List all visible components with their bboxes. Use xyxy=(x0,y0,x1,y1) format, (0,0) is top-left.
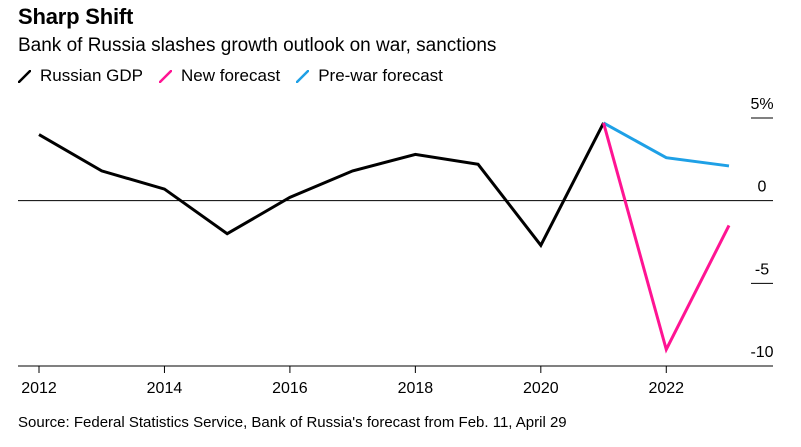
chart-subtitle: Bank of Russia slashes growth outlook on… xyxy=(18,35,497,56)
x-tick-label: 2018 xyxy=(398,380,434,397)
source-note: Source: Federal Statistics Service, Bank… xyxy=(18,414,567,431)
series-line-russian-gdp xyxy=(38,122,605,249)
series-line-new-forecast xyxy=(602,122,731,354)
legend-swatch-new-forecast xyxy=(158,69,172,83)
legend: Russian GDP New forecast Pre-war forecas… xyxy=(18,65,459,87)
legend-item-russian-gdp: Russian GDP xyxy=(18,66,143,86)
x-tick-label: 2012 xyxy=(21,380,57,397)
x-tick-label: 2014 xyxy=(147,380,183,397)
chart-title: Sharp Shift xyxy=(18,4,134,29)
y-tick-label: -10 xyxy=(750,344,773,361)
legend-item-new-forecast: New forecast xyxy=(158,66,281,86)
y-tick-label: -5 xyxy=(755,261,769,278)
legend-label-pre-war-forecast: Pre-war forecast xyxy=(318,66,443,85)
legend-swatch-pre-war-forecast xyxy=(296,69,310,83)
legend-label-russian-gdp: Russian GDP xyxy=(40,66,143,85)
legend-label-new-forecast: New forecast xyxy=(180,66,281,85)
legend-swatch-russian-gdp xyxy=(18,69,31,83)
x-tick-label: 2022 xyxy=(648,380,684,397)
y-tick-label: 5% xyxy=(750,96,773,113)
x-tick-label: 2016 xyxy=(272,380,308,397)
x-tick-label: 2020 xyxy=(523,380,559,397)
series-line-pre-war-forecast xyxy=(602,121,730,168)
legend-item-pre-war-forecast: Pre-war forecast xyxy=(296,66,443,86)
y-tick-label: 0 xyxy=(758,179,767,196)
